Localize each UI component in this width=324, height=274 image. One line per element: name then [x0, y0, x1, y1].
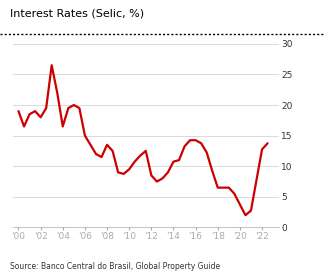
Text: Source: Banco Central do Brasil, Global Property Guide: Source: Banco Central do Brasil, Global …	[10, 262, 220, 271]
Text: Interest Rates (Selic, %): Interest Rates (Selic, %)	[10, 8, 144, 18]
